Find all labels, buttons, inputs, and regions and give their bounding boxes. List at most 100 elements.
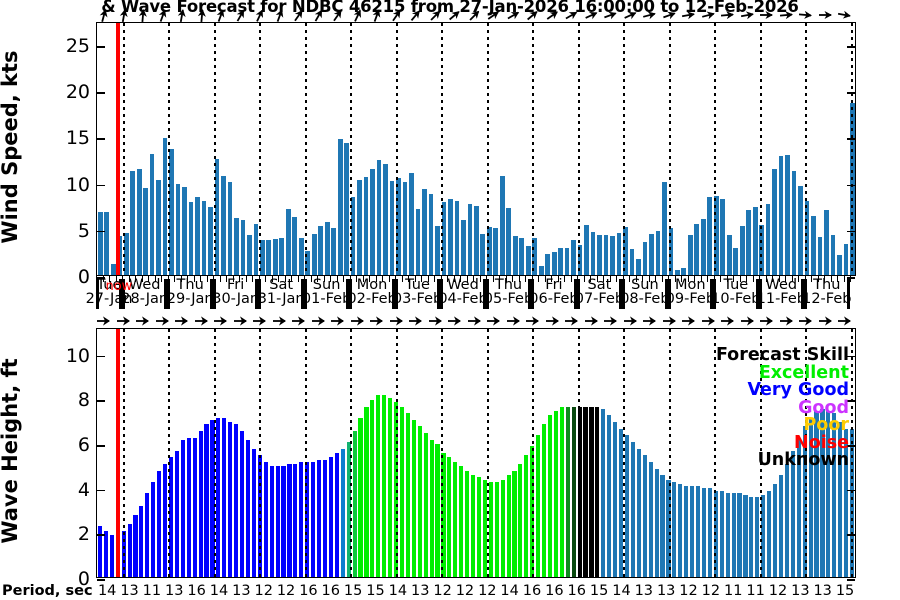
bar [473,206,479,275]
y-tick [847,138,855,140]
x-tick [739,276,747,282]
bar [337,139,343,275]
day-name: Fri [545,277,563,293]
bar [838,422,843,577]
day-gridline [623,23,626,275]
wind-direction-arrow [623,313,639,329]
period-value: 14 [612,583,631,599]
bar [123,232,129,275]
wind-axis-title: Wind Speed, kts [0,50,22,244]
period-value: 14 [97,583,117,599]
x-tick [538,276,545,282]
bar [260,240,265,275]
wind-direction-arrow [759,7,775,23]
bar [188,201,194,275]
bar [649,233,654,275]
x-tick [785,276,792,282]
period-value: 11 [724,583,743,599]
bar [547,415,553,577]
wind-direction-arrow [584,313,600,329]
bar [739,225,745,275]
bar [518,464,523,577]
bar [180,439,185,577]
wind-direction-arrow [272,7,288,23]
bar [571,240,576,275]
wind-direction-arrow [252,7,268,23]
bar [811,216,816,275]
x-tick [245,276,253,282]
bar [228,422,233,577]
period-value: 16 [299,583,318,599]
bar [500,479,505,577]
bar [802,426,807,577]
bar [707,197,713,275]
period-value: 14 [388,583,408,599]
period-value: 13 [656,583,676,599]
x-tick [557,276,565,282]
bar [136,168,142,275]
bar [97,526,103,577]
y-tick [97,445,105,447]
legend-item: Good [798,397,849,418]
wind-direction-arrow [330,7,346,23]
bar [97,211,103,275]
day-cell: Sun 08-Feb [620,278,670,309]
x-tick [466,276,474,282]
bar [583,406,588,577]
day-date: 05-Feb [483,291,534,307]
x-tick [687,276,695,282]
x-tick [830,276,838,282]
x-tick [460,276,467,282]
bar [759,224,764,275]
day-gridline [441,23,444,275]
bar [700,219,706,275]
wind-direction-arrow [759,313,775,329]
day-cell: Wed 11-Feb [756,278,806,309]
x-tick [323,276,331,282]
day-name: Thu [176,277,204,293]
bar [175,184,181,275]
x-tick [161,276,168,282]
wind-direction-arrow [837,313,853,329]
x-tick [369,276,376,282]
day-date: 11-Feb [756,291,806,307]
bar [216,417,221,577]
bar [798,186,803,275]
bar [731,492,736,577]
wind-direction-arrow [428,7,444,23]
bar [545,253,551,275]
x-tick [583,276,591,282]
wind-direction-arrow [681,313,697,329]
bar [157,470,162,577]
day-date: 02-Feb [347,291,397,307]
x-tick [239,276,246,282]
bar [743,495,748,577]
bar [524,455,529,577]
day-gridline [532,329,535,577]
wind-direction-arrows [96,5,856,25]
x-tick [817,276,825,282]
x-tick [843,276,851,282]
bar [577,244,583,275]
period-value: 12 [254,583,273,599]
bar [435,444,440,577]
bar [186,437,191,577]
wind-direction-arrow [369,7,385,23]
wind-direction-arrow [155,313,171,329]
wind-direction-arrow [135,313,151,329]
wind-direction-arrow [642,7,658,23]
period-value: 15 [589,583,609,599]
bar [719,490,724,577]
day-gridline [714,23,717,275]
day-cell: Thu 29-Jan [167,277,214,309]
period-value: 16 [567,583,586,599]
y-tick [97,355,105,358]
period-value: 16 [522,583,542,599]
wind-direction-arrow [681,7,697,23]
bar [553,410,559,577]
bar [370,168,375,275]
bar [694,223,700,275]
bar [519,238,525,275]
period-value: 13 [120,583,139,599]
bar [488,481,493,577]
